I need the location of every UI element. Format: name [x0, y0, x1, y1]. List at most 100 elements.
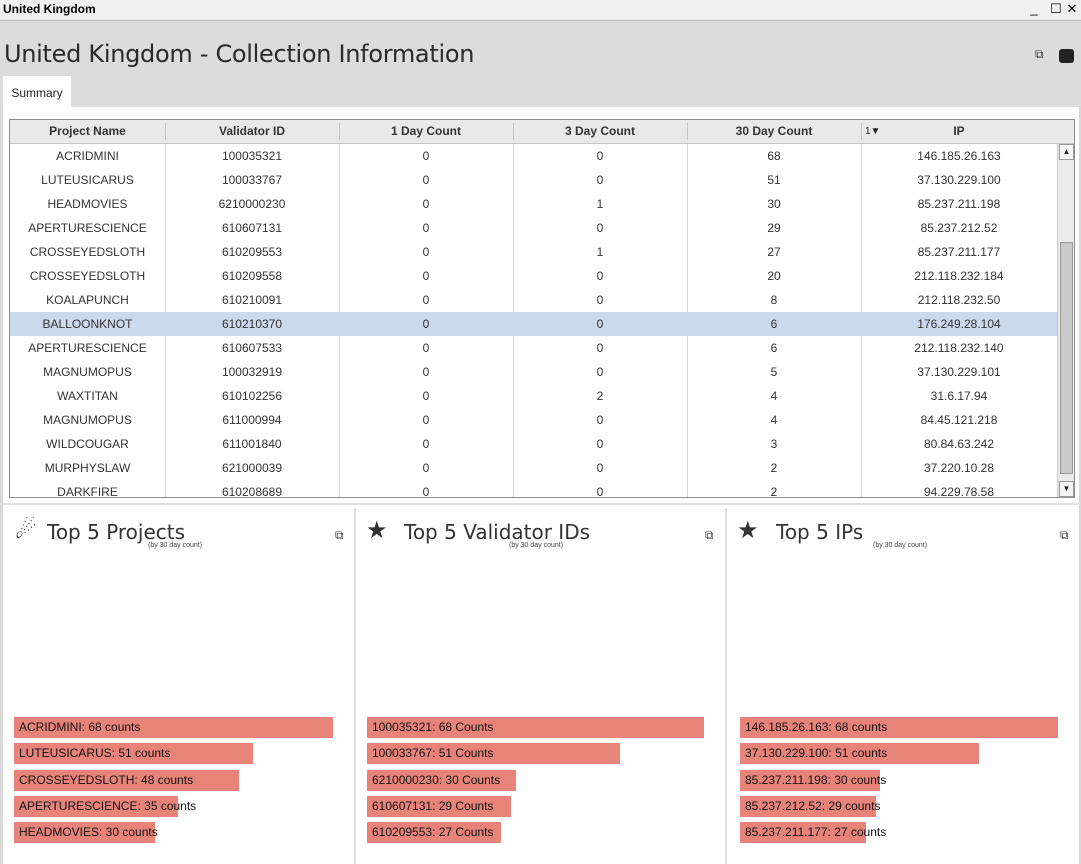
cell-day30-count: 2 [770, 485, 778, 498]
cell-day3-count: 0 [596, 365, 604, 379]
table-row[interactable]: WAXTITAN 610102256 0 2 4 31.6.17.94 [10, 384, 1057, 408]
bar[interactable]: 610209553: 27 Counts [367, 822, 501, 844]
bar[interactable]: ACRIDMINI: 68 counts [14, 717, 333, 738]
scroll-up-icon[interactable]: ▲ [1059, 144, 1074, 160]
header-separator[interactable] [339, 123, 340, 140]
expand-icon[interactable]: ⧉ [335, 528, 344, 542]
bar[interactable]: 37.130.229.100: 51 counts [740, 743, 979, 765]
cell-project-name: DARKFIRE [57, 485, 118, 498]
cell-project-name: MAGNUMOPUS [43, 365, 132, 379]
table-row[interactable]: APERTURESCIENCE 610607131 0 0 29 85.237.212.5… [10, 216, 1057, 240]
cell-project-name: KOALAPUNCH [46, 293, 129, 307]
bar[interactable]: APERTURESCIENCE: 35 counts [14, 795, 196, 817]
column-header-project-name[interactable]: Project Name [49, 124, 126, 138]
cell-day1-count: 0 [422, 341, 430, 355]
cell-day1-count: 0 [422, 221, 430, 235]
cell-day30-count: 8 [770, 293, 778, 307]
panel-title: Top 5 Projects [47, 520, 186, 544]
cell-ip: 212.118.232.50 [917, 293, 1001, 307]
table-row[interactable]: MAGNUMOPUS 100032919 0 0 5 37.130.229.101 [10, 360, 1057, 384]
bar[interactable]: 85.237.211.198: 30 counts [740, 769, 886, 791]
bar[interactable]: 85.237.211.177: 27 counts [740, 822, 886, 844]
cell-day30-count: 68 [767, 149, 781, 163]
bar[interactable]: LUTEUSICARUS: 51 counts [14, 743, 253, 765]
table-row[interactable]: LUTEUSICARUS 100033767 0 0 51 37.130.229.100 [10, 168, 1057, 192]
table-row[interactable]: KOALAPUNCH 610210091 0 0 8 212.118.232.50 [10, 288, 1057, 312]
cell-ip: 80.84.63.242 [923, 437, 995, 451]
bar[interactable]: 610607131: 29 Counts [367, 795, 511, 817]
minimize-button[interactable]: _ [1030, 1, 1038, 16]
table-row[interactable]: CROSSEYEDSLOTH 610209558 0 0 20 212.118.232.1… [10, 264, 1057, 288]
table-row[interactable]: APERTURESCIENCE 610607533 0 0 6 212.118.232.1… [10, 336, 1057, 360]
cell-ip: 212.118.232.184 [914, 269, 1004, 283]
table-row[interactable]: DARKFIRE 610208689 0 0 2 94.229.78.58 [10, 480, 1057, 498]
table-scrollbar[interactable]: ▲ ▼ [1057, 144, 1074, 497]
header-separator[interactable] [861, 123, 862, 140]
cell-project-name: BALLOONKNOT [42, 317, 133, 331]
top5-validator-ids-panel: ★ Top 5 Validator IDs (by 30 day count) ⧉ 10… [356, 508, 725, 864]
table-row[interactable]: ACRIDMINI 100035321 0 0 68 146.185.26.163 [10, 144, 1057, 168]
expand-icon[interactable]: ⧉ [1060, 528, 1069, 542]
cell-day30-count: 3 [770, 437, 778, 451]
bar[interactable]: 100033767: 51 Counts [367, 743, 620, 765]
header-separator[interactable] [687, 123, 688, 140]
cell-ip: 176.249.28.104 [917, 317, 1001, 331]
panel-title: Top 5 IPs [776, 520, 864, 544]
table-row[interactable]: BALLOONKNOT 610210370 0 0 6 176.249.28.104 [10, 312, 1057, 336]
bar-label: ACRIDMINI: 68 counts [19, 720, 141, 734]
bar[interactable]: 146.185.26.163: 68 counts [740, 717, 1058, 738]
table-row[interactable]: MURPHYSLAW 621000039 0 0 2 37.220.10.28 [10, 456, 1057, 480]
table-row[interactable]: MAGNUMOPUS 611000994 0 0 4 84.45.121.218 [10, 408, 1057, 432]
sort-indicator[interactable]: 1▼ [865, 126, 881, 137]
column-header-ip[interactable]: IP [953, 124, 965, 138]
bar-label: 85.237.211.198: 30 counts [745, 772, 887, 787]
cell-project-name: WILDCOUGAR [46, 437, 129, 451]
cell-ip: 84.45.121.218 [920, 413, 998, 427]
table-body: ACRIDMINI 100035321 0 0 68 146.185.26.163 LUTE… [10, 144, 1057, 497]
bar-label: LUTEUSICARUS: 51 counts [19, 746, 171, 761]
column-header-validator-id[interactable]: Validator ID [218, 124, 286, 138]
cell-validator-id: 610607533 [221, 341, 283, 355]
cell-day1-count: 0 [422, 269, 430, 283]
header-separator[interactable] [165, 123, 166, 140]
cell-day30-count: 30 [767, 197, 781, 211]
column-header-day30-count[interactable]: 30 Day Count [735, 124, 813, 138]
bar-label: HEADMOVIES: 30 counts [19, 825, 158, 840]
cell-day30-count: 6 [770, 317, 778, 331]
cell-day1-count: 0 [422, 485, 430, 498]
cell-ip: 37.130.229.100 [917, 173, 1001, 187]
cell-validator-id: 610102256 [221, 389, 283, 403]
bar[interactable]: HEADMOVIES: 30 counts [14, 822, 158, 844]
section-divider [3, 503, 1079, 505]
table-row[interactable]: CROSSEYEDSLOTH 610209553 0 1 27 85.237.211.17… [10, 240, 1057, 264]
cell-day1-count: 0 [422, 365, 430, 379]
bar[interactable]: 85.237.212.52: 29 counts [740, 795, 880, 817]
expand-icon[interactable]: ⧉ [1035, 47, 1044, 61]
maximize-button[interactable]: ☐ [1050, 1, 1062, 16]
bar[interactable]: CROSSEYEDSLOTH: 48 counts [14, 769, 239, 791]
bar[interactable]: 100035321: 68 Counts [367, 717, 704, 738]
database-icon[interactable] [1059, 49, 1074, 63]
cell-validator-id: 610210091 [221, 293, 283, 307]
tab-summary[interactable]: Summary [3, 76, 71, 107]
bar[interactable]: 6210000230: 30 Counts [367, 769, 516, 791]
column-header-day1-count[interactable]: 1 Day Count [390, 124, 461, 138]
column-header-day3-count[interactable]: 3 Day Count [564, 124, 635, 138]
table-row[interactable]: HEADMOVIES 6210000230 0 1 30 85.237.211.198 [10, 192, 1057, 216]
cell-day30-count: 27 [767, 245, 781, 259]
panel-title: Top 5 Validator IDs [404, 520, 591, 544]
cell-day1-count: 0 [422, 389, 430, 403]
header-separator[interactable] [513, 123, 514, 140]
cell-project-name: APERTURESCIENCE [28, 221, 147, 235]
scroll-down-icon[interactable]: ▼ [1059, 481, 1074, 497]
table-row[interactable]: WILDCOUGAR 611001840 0 0 3 80.84.63.242 [10, 432, 1057, 456]
scroll-thumb[interactable] [1060, 242, 1073, 474]
close-button[interactable]: ✕ [1066, 1, 1078, 16]
expand-icon[interactable]: ⧉ [705, 528, 714, 542]
bar-label: 100035321: 68 Counts [372, 720, 494, 734]
cell-day3-count: 0 [596, 149, 604, 163]
bar-label: 6210000230: 30 Counts [372, 772, 501, 787]
cell-day1-count: 0 [422, 413, 430, 427]
cell-ip: 94.229.78.58 [923, 485, 995, 498]
bar-label: 85.237.212.52: 29 counts [745, 798, 881, 813]
